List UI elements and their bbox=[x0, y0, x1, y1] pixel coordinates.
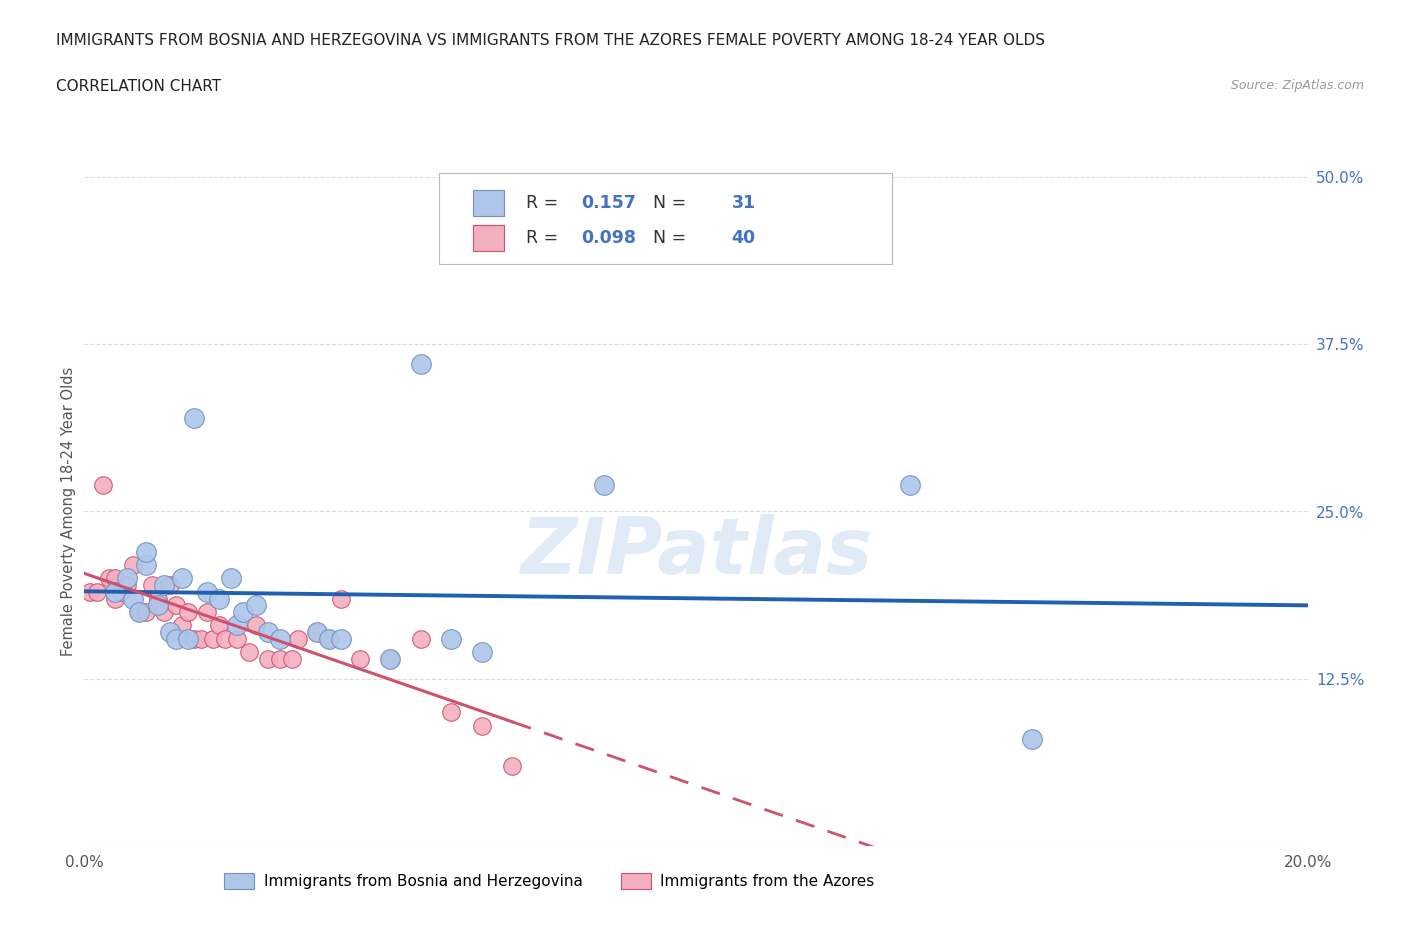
Point bbox=[305, 625, 328, 640]
Text: IMMIGRANTS FROM BOSNIA AND HERZEGOVINA VS IMMIGRANTS FROM THE AZORES FEMALE POVE: IMMIGRANTS FROM BOSNIA AND HERZEGOVINA V… bbox=[56, 33, 1045, 47]
Point bbox=[232, 604, 254, 619]
Point bbox=[110, 584, 132, 599]
Point bbox=[86, 584, 108, 599]
Point bbox=[122, 558, 145, 573]
Text: Source: ZipAtlas.com: Source: ZipAtlas.com bbox=[1230, 79, 1364, 92]
Point bbox=[135, 544, 157, 559]
Point bbox=[245, 598, 267, 613]
Point bbox=[226, 631, 249, 646]
Point bbox=[330, 631, 353, 646]
Point bbox=[122, 591, 145, 606]
Point bbox=[115, 571, 138, 586]
Point bbox=[380, 651, 402, 666]
Text: ZIPatlas: ZIPatlas bbox=[520, 513, 872, 590]
Point bbox=[172, 618, 194, 632]
Point bbox=[104, 591, 127, 606]
Point bbox=[318, 631, 340, 646]
Point bbox=[177, 604, 200, 619]
Point bbox=[898, 477, 921, 492]
Point bbox=[128, 604, 150, 619]
Point bbox=[219, 571, 242, 586]
Point bbox=[183, 410, 205, 425]
Point bbox=[190, 631, 212, 646]
Point bbox=[409, 357, 432, 372]
Point bbox=[257, 625, 280, 640]
Point bbox=[153, 578, 176, 592]
Point bbox=[305, 625, 328, 640]
Text: N =: N = bbox=[643, 229, 692, 246]
Point bbox=[214, 631, 236, 646]
Point bbox=[471, 644, 494, 659]
Point bbox=[195, 584, 218, 599]
Point bbox=[208, 618, 231, 632]
Point bbox=[502, 759, 524, 774]
Point bbox=[349, 651, 371, 666]
Point bbox=[165, 598, 187, 613]
Point bbox=[195, 604, 218, 619]
Point bbox=[281, 651, 304, 666]
Text: 40: 40 bbox=[731, 229, 755, 246]
Point bbox=[318, 631, 340, 646]
Point bbox=[135, 604, 157, 619]
Point bbox=[159, 625, 181, 640]
Point bbox=[330, 591, 353, 606]
Point bbox=[471, 718, 494, 733]
Point bbox=[238, 644, 260, 659]
Text: 0.157: 0.157 bbox=[581, 194, 636, 212]
FancyBboxPatch shape bbox=[474, 191, 503, 216]
Point bbox=[257, 651, 280, 666]
Point bbox=[104, 584, 127, 599]
Text: N =: N = bbox=[643, 194, 692, 212]
Point bbox=[409, 631, 432, 646]
Point bbox=[135, 558, 157, 573]
FancyBboxPatch shape bbox=[474, 225, 503, 250]
Text: R =: R = bbox=[526, 194, 564, 212]
Point bbox=[380, 651, 402, 666]
Point bbox=[165, 631, 187, 646]
Point bbox=[79, 584, 101, 599]
Point bbox=[128, 604, 150, 619]
Legend: Immigrants from Bosnia and Herzegovina, Immigrants from the Azores: Immigrants from Bosnia and Herzegovina, … bbox=[218, 868, 880, 896]
Point bbox=[440, 705, 463, 720]
Text: R =: R = bbox=[526, 229, 564, 246]
Point bbox=[115, 578, 138, 592]
Y-axis label: Female Poverty Among 18-24 Year Olds: Female Poverty Among 18-24 Year Olds bbox=[60, 366, 76, 657]
Point bbox=[183, 631, 205, 646]
Point bbox=[208, 591, 231, 606]
Point bbox=[269, 631, 291, 646]
Point bbox=[159, 578, 181, 592]
Text: 31: 31 bbox=[731, 194, 755, 212]
Point bbox=[269, 651, 291, 666]
Point bbox=[593, 477, 616, 492]
Point bbox=[97, 571, 120, 586]
Point bbox=[1021, 732, 1043, 747]
Point bbox=[172, 571, 194, 586]
Point bbox=[104, 571, 127, 586]
Point bbox=[201, 631, 224, 646]
FancyBboxPatch shape bbox=[439, 173, 891, 264]
Point bbox=[226, 618, 249, 632]
Text: 0.098: 0.098 bbox=[581, 229, 636, 246]
Point bbox=[146, 598, 169, 613]
Point bbox=[153, 604, 176, 619]
Point bbox=[177, 631, 200, 646]
Point bbox=[91, 477, 114, 492]
Text: CORRELATION CHART: CORRELATION CHART bbox=[56, 79, 221, 94]
Point bbox=[146, 591, 169, 606]
Point bbox=[141, 578, 163, 592]
Point bbox=[287, 631, 309, 646]
Point bbox=[440, 631, 463, 646]
Point bbox=[245, 618, 267, 632]
